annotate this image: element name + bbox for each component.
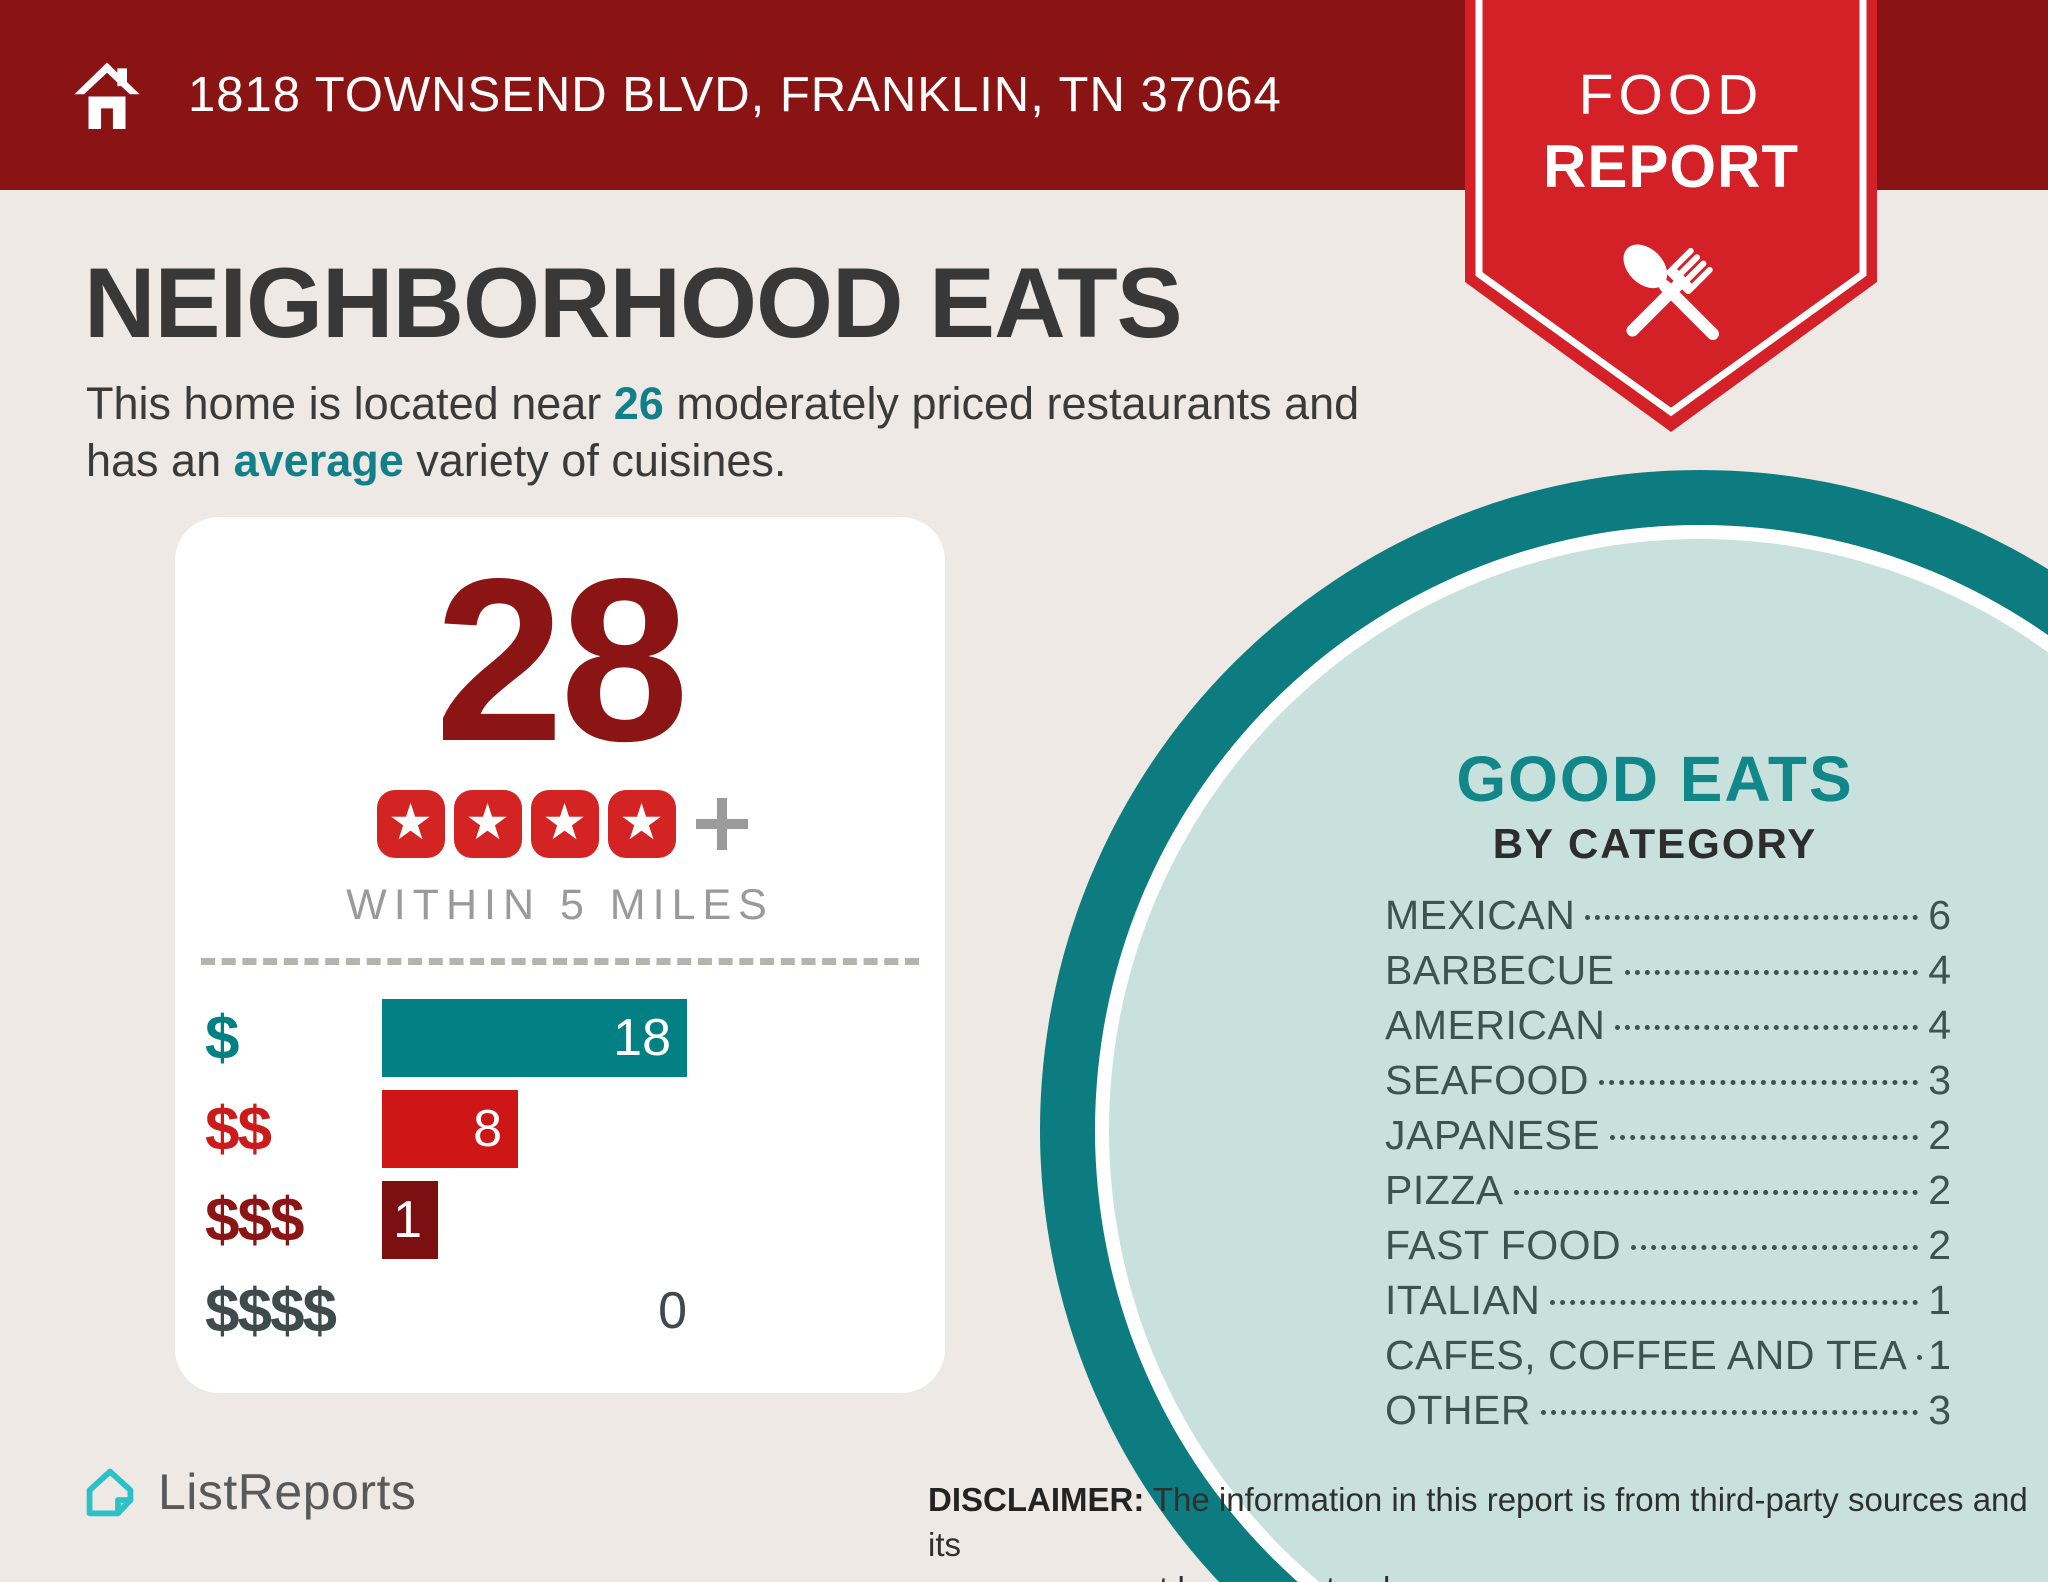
dot-leader: [1917, 1355, 1919, 1360]
category-label: JAPANESE: [1385, 1112, 1601, 1158]
bar-fill: 8: [382, 1090, 518, 1168]
price-level-label: $$$$: [205, 1276, 337, 1346]
category-label: FAST FOOD: [1385, 1222, 1622, 1268]
bar-track: 8: [382, 1090, 687, 1168]
star-icon: ★: [619, 794, 664, 850]
subtitle-line-1: This home is located near 26 moderately …: [86, 378, 1360, 429]
category-row: ITALIAN 1: [1385, 1277, 1951, 1332]
price-bar-chart: $18 $$ 8 $$$ 1 $$$$ 0: [205, 999, 915, 1350]
bar-value: 8: [473, 1100, 502, 1158]
property-address: 1818 TOWNSEND BLVD, FRANKLIN, TN 37064: [188, 68, 1282, 122]
category-row: BARBECUE 4: [1385, 947, 1951, 1002]
category-label: MEXICAN: [1385, 892, 1576, 938]
dot-leader: [1550, 1300, 1919, 1305]
category-row: SEAFOOD 3: [1385, 1057, 1951, 1112]
category-label: OTHER: [1385, 1387, 1531, 1433]
dot-leader: [1610, 1135, 1919, 1140]
star-icon: ★: [542, 794, 587, 850]
dashed-divider: [201, 958, 919, 965]
price-level-label: $$$: [205, 1185, 304, 1255]
disclaimer: DISCLAIMER: The information in this repo…: [928, 1481, 2028, 1582]
category-list: MEXICAN 6 BARBECUE 4 AMERICAN 4 SEAFOOD 3 JAPANE…: [1345, 892, 1965, 1442]
category-value: 1: [1928, 1277, 1951, 1323]
listreports-logo: ListReports: [78, 1458, 416, 1526]
category-value: 3: [1928, 1387, 1951, 1433]
ribbon-line1: FOOD: [1578, 63, 1764, 127]
page-title: NEIGHBORHOOD EATS: [84, 247, 1183, 358]
stars-row: ★ ★ ★ ★: [175, 785, 945, 863]
price-level-label: $: [205, 1003, 239, 1073]
disclaimer-label: DISCLAIMER:: [928, 1481, 1145, 1518]
star-badge: ★: [607, 790, 676, 858]
bar-fill: 18: [382, 999, 687, 1077]
category-label: AMERICAN: [1385, 1002, 1606, 1048]
plus-icon: [696, 798, 748, 850]
home-icon: [74, 62, 140, 130]
bar-track: 18: [382, 999, 687, 1077]
category-value: 3: [1928, 1057, 1951, 1103]
dot-leader: [1541, 1410, 1919, 1415]
bar-value: 0: [658, 1282, 687, 1340]
star-icon: ★: [465, 794, 510, 850]
good-eats-title: GOOD EATS: [1456, 743, 1854, 815]
restaurant-total-count: 28: [434, 531, 689, 790]
category-row: JAPANESE 2: [1385, 1112, 1951, 1167]
category-label: SEAFOOD: [1385, 1057, 1589, 1103]
category-label: BARBECUE: [1385, 947, 1615, 993]
bar-track: 0: [382, 1272, 687, 1350]
dot-leader: [1585, 915, 1919, 920]
category-row: CAFES, COFFEE AND TEA 1: [1385, 1332, 1951, 1387]
dot-leader: [1615, 1025, 1919, 1030]
category-value: 4: [1928, 947, 1951, 993]
listreports-wordmark: ListReports: [158, 1464, 417, 1520]
subtitle-line-2: has an average variety of cuisines.: [86, 434, 787, 486]
category-value: 2: [1928, 1167, 1951, 1213]
category-row: MEXICAN 6: [1385, 892, 1951, 947]
category-label: CAFES, COFFEE AND TEA: [1385, 1332, 1908, 1378]
category-row: OTHER 3: [1385, 1387, 1951, 1442]
price-level-label: $$: [205, 1094, 272, 1164]
dot-leader: [1624, 970, 1919, 975]
star-badge: ★: [376, 790, 445, 858]
category-label: ITALIAN: [1385, 1277, 1541, 1323]
category-row: PIZZA 2: [1385, 1167, 1951, 1222]
category-value: 2: [1928, 1222, 1951, 1268]
category-value: 6: [1928, 892, 1951, 938]
bar-fill: 1: [382, 1181, 438, 1259]
food-report-ribbon: FOOD REPORT: [1465, 0, 1877, 434]
category-label: PIZZA: [1385, 1167, 1504, 1213]
category-value: 1: [1928, 1332, 1951, 1378]
star-badge: ★: [453, 790, 522, 858]
summary-card: 28 ★ ★ ★ ★ WITHIN 5 MILES $18 $$ 8 $$$ 1 $$$$ 0: [175, 517, 945, 1393]
bar-value: 18: [613, 1009, 671, 1067]
spoon-fork-icon: [1623, 244, 1719, 340]
page-subtitle: This home is located near 26 moderately …: [86, 376, 1359, 489]
dot-leader: [1598, 1080, 1919, 1085]
category-row: AMERICAN 4: [1385, 1002, 1951, 1057]
price-row: $$ 8: [205, 1090, 915, 1168]
good-eats-panel: GOOD EATS BY CATEGORY MEXICAN 6 BARBECUE 4 A…: [1345, 742, 1965, 1442]
ribbon-line2: REPORT: [1542, 133, 1800, 200]
star-icon: ★: [388, 794, 433, 850]
price-row: $$$$ 0: [205, 1272, 915, 1350]
category-row: FAST FOOD 2: [1385, 1222, 1951, 1277]
range-label: WITHIN 5 MILES: [346, 881, 774, 929]
dot-leader: [1513, 1190, 1919, 1195]
listreports-house-icon: [86, 1468, 134, 1517]
category-value: 2: [1928, 1112, 1951, 1158]
good-eats-subtitle: BY CATEGORY: [1492, 820, 1818, 867]
ribbon-shape: [1465, 0, 1877, 432]
price-row: $18: [205, 999, 915, 1077]
restaurant-count-highlight: 26: [613, 378, 664, 429]
bar-track: 1: [382, 1181, 687, 1259]
price-row: $$$ 1: [205, 1181, 915, 1259]
category-value: 4: [1928, 1002, 1951, 1048]
star-badge: ★: [530, 790, 599, 858]
bar-value: 1: [393, 1191, 422, 1249]
variety-highlight: average: [233, 434, 404, 486]
dot-leader: [1631, 1245, 1919, 1250]
